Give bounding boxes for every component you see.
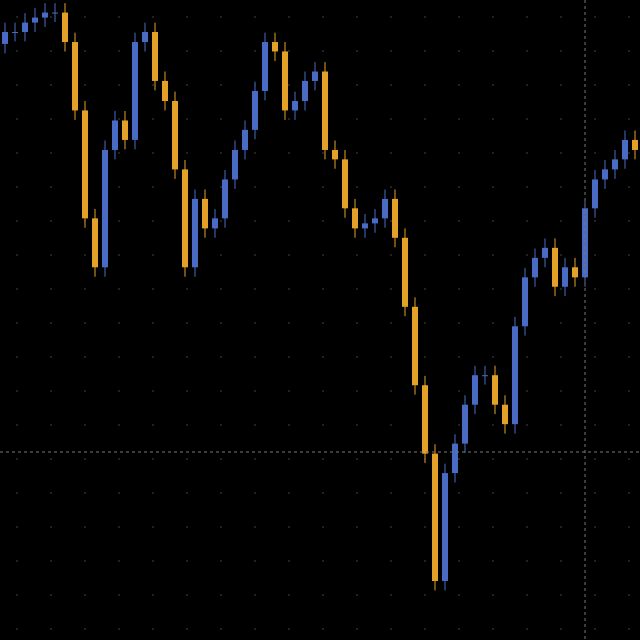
candle-body xyxy=(332,149,338,160)
candle-body xyxy=(432,453,438,582)
candle-body xyxy=(472,375,478,405)
candle-body xyxy=(72,42,78,111)
candle-body xyxy=(242,129,248,150)
candle-body xyxy=(392,198,398,238)
candle-body xyxy=(532,257,538,278)
candle-body xyxy=(502,404,508,425)
candle-body xyxy=(202,198,208,229)
candle-body xyxy=(272,42,278,52)
candle-body xyxy=(492,375,498,405)
candle-body xyxy=(452,443,458,474)
candle-body xyxy=(262,42,268,91)
candle-body xyxy=(412,306,418,386)
candle-body xyxy=(382,198,388,219)
candle-body xyxy=(632,139,638,150)
candles xyxy=(2,3,638,591)
candle-body xyxy=(102,149,108,268)
candle-body xyxy=(62,12,68,43)
candle-body xyxy=(352,208,358,229)
candle-body xyxy=(562,267,568,287)
candle-body xyxy=(482,375,488,377)
candle-body xyxy=(162,80,168,102)
candle-body xyxy=(622,139,628,160)
candle-body xyxy=(12,32,18,33)
candle-body xyxy=(292,101,298,111)
candle-body xyxy=(212,218,218,229)
candle-body xyxy=(142,32,148,43)
candle-body xyxy=(182,169,188,268)
candle-body xyxy=(32,17,38,23)
candle-body xyxy=(172,101,178,170)
candle-body xyxy=(92,218,98,268)
candle-body xyxy=(402,237,408,307)
candle-body xyxy=(132,42,138,140)
candle-body xyxy=(282,51,288,111)
candle-body xyxy=(302,80,308,102)
candle-body xyxy=(612,159,618,170)
candle-body xyxy=(512,326,518,425)
candle-body xyxy=(442,473,448,582)
candle-body xyxy=(542,247,548,258)
candle-body xyxy=(522,277,528,327)
candle-body xyxy=(602,169,608,180)
candle-body xyxy=(362,223,368,229)
candle-body xyxy=(322,71,328,150)
candle-body xyxy=(462,404,468,444)
candle-body xyxy=(2,32,8,44)
candle-body xyxy=(372,218,378,224)
candle-body xyxy=(82,110,88,219)
candle-body xyxy=(232,149,238,180)
candle-body xyxy=(552,247,558,287)
candle-body xyxy=(592,179,598,209)
candle-body xyxy=(52,12,58,14)
candle-body xyxy=(42,12,48,18)
candle-body xyxy=(222,179,228,219)
candle-body xyxy=(342,159,348,209)
candle-body xyxy=(22,22,28,32)
candle-body xyxy=(572,267,578,278)
candle-body xyxy=(152,32,158,81)
candle-body xyxy=(192,198,198,268)
candle-body xyxy=(122,120,128,140)
candle-body xyxy=(422,385,428,454)
candle-body xyxy=(252,90,258,130)
candle-body xyxy=(112,120,118,150)
candle-body xyxy=(312,71,318,81)
